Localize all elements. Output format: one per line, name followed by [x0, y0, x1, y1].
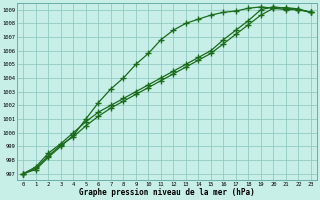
X-axis label: Graphe pression niveau de la mer (hPa): Graphe pression niveau de la mer (hPa): [79, 188, 255, 197]
